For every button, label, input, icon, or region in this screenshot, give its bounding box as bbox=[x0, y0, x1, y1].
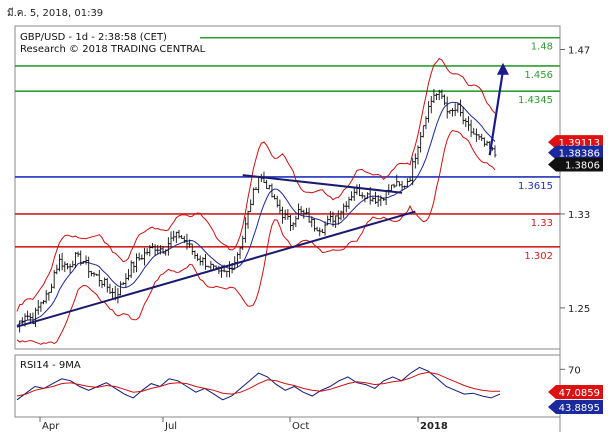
forecast-arrow-head bbox=[496, 62, 509, 75]
trend-layer bbox=[16, 62, 509, 328]
level-label-0: 1.48 bbox=[531, 42, 553, 53]
levels-layer: 1.48 1.456 1.4345 1.3615 1.33 1.302 bbox=[15, 36, 560, 262]
trendline-0 bbox=[16, 210, 416, 328]
rsi-tag-label-1: 43.8895 bbox=[559, 403, 600, 414]
forecast-arrow-shaft bbox=[488, 70, 505, 156]
level-label-3: 1.3615 bbox=[518, 181, 553, 192]
rsi-tag-1 bbox=[548, 400, 603, 414]
trendline-1 bbox=[242, 174, 403, 194]
level-label-4: 1.33 bbox=[531, 218, 553, 229]
level-label-5: 1.302 bbox=[524, 251, 553, 262]
y-tick-label-0: 1.25 bbox=[568, 304, 590, 315]
rsi-panel-border bbox=[14, 354, 561, 418]
upper-band bbox=[16, 57, 496, 312]
rsi-tag-label-0: 47.0859 bbox=[559, 388, 600, 399]
price-tag-label-0: 1.39113 bbox=[559, 138, 600, 149]
bands-layer bbox=[16, 57, 496, 345]
rsi-series-0 bbox=[16, 366, 501, 401]
price-tag-2 bbox=[548, 157, 603, 172]
price-tag-1 bbox=[548, 145, 603, 160]
y-tick-label-2: 1.47 bbox=[568, 45, 590, 56]
candles-layer bbox=[18, 88, 497, 333]
rsi-tag-0 bbox=[548, 385, 603, 399]
rsi-layer: 70 47.0859 43.8895 bbox=[16, 365, 603, 414]
research-credit: Research © 2018 TRADING CENTRAL bbox=[20, 44, 206, 55]
price-tag-label-1: 1.38386 bbox=[559, 149, 600, 160]
chart-title: GBP/USD - 1d - 2:38:58 (CET) bbox=[20, 32, 167, 43]
x-tick-label-3: 2018 bbox=[420, 421, 448, 432]
x-tick-label-0: Apr bbox=[42, 421, 60, 432]
level-label-1: 1.456 bbox=[524, 70, 553, 81]
level-label-2: 1.4345 bbox=[518, 95, 553, 106]
price-tag-label-2: 1.3806 bbox=[565, 160, 600, 171]
lower-band bbox=[16, 129, 496, 345]
y-tick-label-1: 1.33 bbox=[568, 210, 590, 221]
x-tick-label-1: Jul bbox=[164, 421, 177, 432]
axis-layer: 1.25 1.33 1.47 Apr Jul Oct 2018 bbox=[39, 45, 590, 432]
rsi-title: RSI14 - 9MA bbox=[20, 360, 81, 371]
timestamp: มี.ค. 5, 2018, 01:39 bbox=[7, 8, 104, 19]
price-panel-border bbox=[14, 25, 561, 350]
moving-average bbox=[16, 101, 496, 326]
rsi-series-1 bbox=[16, 371, 500, 397]
rsi-y-tick-label-0: 70 bbox=[568, 365, 581, 376]
x-tick-label-2: Oct bbox=[292, 421, 309, 432]
